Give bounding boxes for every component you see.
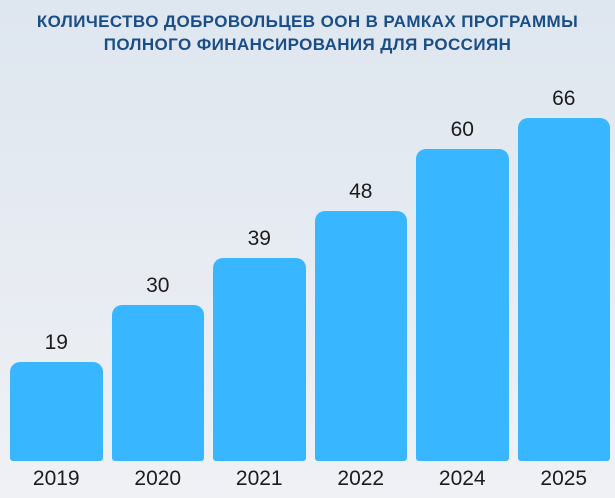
x-axis-label: 2019: [32, 467, 80, 490]
bar-value-label: 48: [349, 180, 373, 204]
bar-column: 66 2025: [517, 86, 610, 498]
bar-column: 48 2022: [314, 180, 407, 498]
bar-column: 19 2019: [10, 331, 103, 498]
bar-value-label: 60: [450, 118, 474, 141]
bar-value-label: 30: [146, 274, 170, 297]
bar-value-label: 39: [247, 227, 271, 251]
bar: [213, 258, 306, 461]
bar: [111, 305, 204, 461]
x-axis-label: 2021: [235, 467, 283, 490]
bar-value-label: 66: [552, 86, 576, 110]
bar-column: 39 2021: [213, 227, 306, 498]
chart-title: КОЛИЧЕСТВО ДОБРОВОЛЬЦЕВ ООН В РАМКАХ ПРО…: [0, 10, 615, 56]
bar: [10, 362, 103, 461]
chart-title-line-2: ПОЛНОГО ФИНАНСИРОВАНИЯ ДЛЯ РОССИЯН: [103, 35, 512, 54]
bar-column: 60 2024: [416, 118, 509, 498]
x-axis-label: 2025: [540, 467, 588, 490]
bar: [416, 149, 509, 461]
bar-value-label: 19: [44, 331, 68, 355]
bar: [517, 117, 610, 461]
x-axis-label: 2020: [134, 467, 182, 490]
x-axis-label: 2022: [337, 467, 385, 490]
chart-title-line-1: КОЛИЧЕСТВО ДОБРОВОЛЬЦЕВ ООН В РАМКАХ ПРО…: [36, 12, 579, 31]
bar-chart: 19 2019 30 2020 39 2021 48 2022 60 2024 66 2025: [0, 87, 615, 498]
x-axis-label: 2024: [438, 467, 486, 490]
bar-column: 30 2020: [111, 274, 204, 498]
bar: [314, 211, 407, 461]
